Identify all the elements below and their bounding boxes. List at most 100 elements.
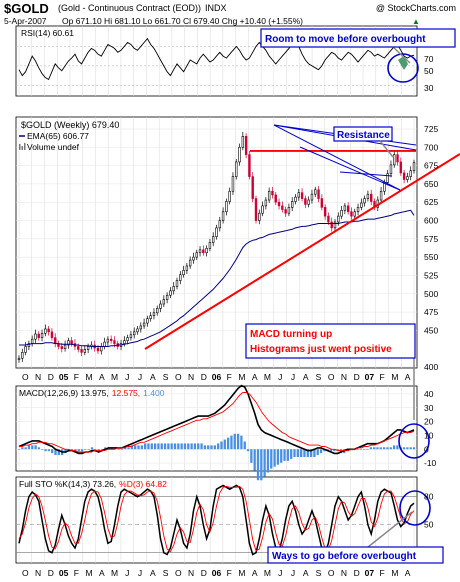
macd-histogram-bar [94, 449, 97, 450]
candle-body [113, 340, 116, 344]
candle-body [337, 215, 340, 223]
macd-histogram-bar [369, 447, 373, 450]
price-axis-label: 500 [424, 289, 438, 299]
macd-histogram-bar [124, 447, 127, 450]
macd-histogram-bar [87, 449, 90, 450]
candle-body [284, 209, 287, 214]
price-axis-label: 550 [424, 252, 438, 262]
candle-body [406, 176, 409, 180]
date-axis-bottom-label: 06 [212, 568, 222, 578]
candle-body [307, 199, 310, 205]
date-axis-top-label: F [380, 372, 385, 382]
sto-k-line [18, 484, 415, 556]
fan-line-3 [273, 124, 401, 191]
candle-body [258, 212, 261, 221]
sto-pointer [367, 511, 413, 548]
macd-histogram-bar [163, 443, 167, 450]
date-axis-top-label: N [35, 372, 41, 382]
macd-histogram-bar [319, 449, 323, 454]
resistance-callout-box [333, 126, 393, 142]
date-axis-top-label: A [303, 372, 309, 382]
credit-label: @ StockCharts.com [376, 3, 456, 13]
candle-body [77, 346, 80, 350]
macd-histogram-bar [21, 447, 24, 450]
date-axis-top-label: J [125, 372, 129, 382]
candle-body [340, 209, 343, 217]
candle-body [281, 205, 284, 210]
macd-histogram-bar [120, 449, 124, 450]
candle-body [175, 280, 179, 287]
candle-body [106, 338, 110, 343]
candle-body [192, 256, 195, 261]
candle-body [297, 192, 300, 198]
candle-body [277, 201, 281, 207]
candle-body [294, 196, 297, 202]
macd-histogram-bar [190, 443, 193, 450]
macd-histogram-bar [392, 445, 396, 450]
date-axis-top-label: 05 [59, 372, 69, 382]
date-axis-bottom-label: N [341, 568, 347, 578]
candle-body [370, 193, 373, 202]
candle-body [238, 146, 241, 163]
macd-histogram-bar [44, 449, 47, 452]
up-arrow-icon: ▲ [412, 17, 420, 26]
macd-axis-label: 20 [424, 417, 434, 427]
macd-histogram-bar [17, 449, 21, 450]
ema-line [19, 209, 415, 347]
candle-body [34, 333, 37, 340]
date-axis-bottom-label: M [391, 568, 398, 578]
date-axis-top-label: N [341, 372, 347, 382]
date-axis-top-label: A [405, 372, 411, 382]
fan-line-4 [299, 146, 401, 191]
macd-histogram-bar [296, 449, 299, 457]
price-axis-label: 725 [424, 124, 438, 134]
macd-histogram-bar [266, 449, 270, 473]
date-axis-bottom: O N D 05 F M A M J J A S O N D 06 F M A M J J A S O N D 07 F M A [22, 568, 411, 578]
candle-body [152, 312, 156, 317]
candle-body [412, 162, 416, 172]
macd-callout-box [245, 323, 416, 359]
macd-histogram-bar [223, 439, 226, 450]
candle-body [399, 161, 403, 174]
sto-axis-label: 50 [424, 520, 434, 530]
macd-histogram-bar [389, 447, 392, 450]
macd-histogram-bar [323, 449, 326, 452]
candle-body [195, 252, 198, 258]
date-axis-top-label: 06 [212, 372, 222, 382]
macd-histogram-bar [183, 443, 187, 450]
macd-histogram-bar [24, 447, 27, 450]
rsi-callout-text: Room to move before overbought [265, 34, 426, 45]
macd-histogram-bar [303, 449, 306, 457]
date-axis-top-label: J [291, 372, 295, 382]
macd-histogram-bar [333, 449, 336, 452]
macd-histogram-bar [147, 443, 150, 450]
macd-histogram-bar [127, 447, 130, 450]
macd-histogram-bar [187, 443, 190, 450]
candle-body [24, 346, 27, 353]
candle-body [47, 328, 50, 333]
date-label: 5-Apr-2007 [4, 16, 47, 26]
date-axis-top-label: S [316, 372, 322, 382]
date-axis-bottom-label: A [405, 568, 411, 578]
candle-body [271, 190, 274, 196]
candle-body [109, 338, 113, 341]
candle-body [17, 357, 21, 360]
candle-body [251, 176, 254, 199]
candle-body [30, 338, 34, 344]
macd-histogram-bar [90, 447, 94, 450]
macd-circle-marker [398, 423, 430, 459]
date-axis-bottom-label: F [227, 568, 232, 578]
macd-histogram-bar [51, 449, 54, 454]
macd-histogram-bar [373, 447, 376, 450]
candle-body [274, 194, 277, 203]
date-axis-top-label: S [163, 372, 169, 382]
date-axis-bottom-label: F [74, 568, 79, 578]
date-axis-bottom-label: D [201, 568, 207, 578]
macd-histogram-bar [396, 445, 399, 450]
volume-legend-icon [19, 143, 26, 150]
date-axis-bottom-label: N [188, 568, 194, 578]
macd-histogram-bar [309, 449, 313, 457]
candle-body [228, 190, 231, 202]
candle-body [179, 274, 182, 281]
macd-histogram-bar [406, 447, 409, 450]
